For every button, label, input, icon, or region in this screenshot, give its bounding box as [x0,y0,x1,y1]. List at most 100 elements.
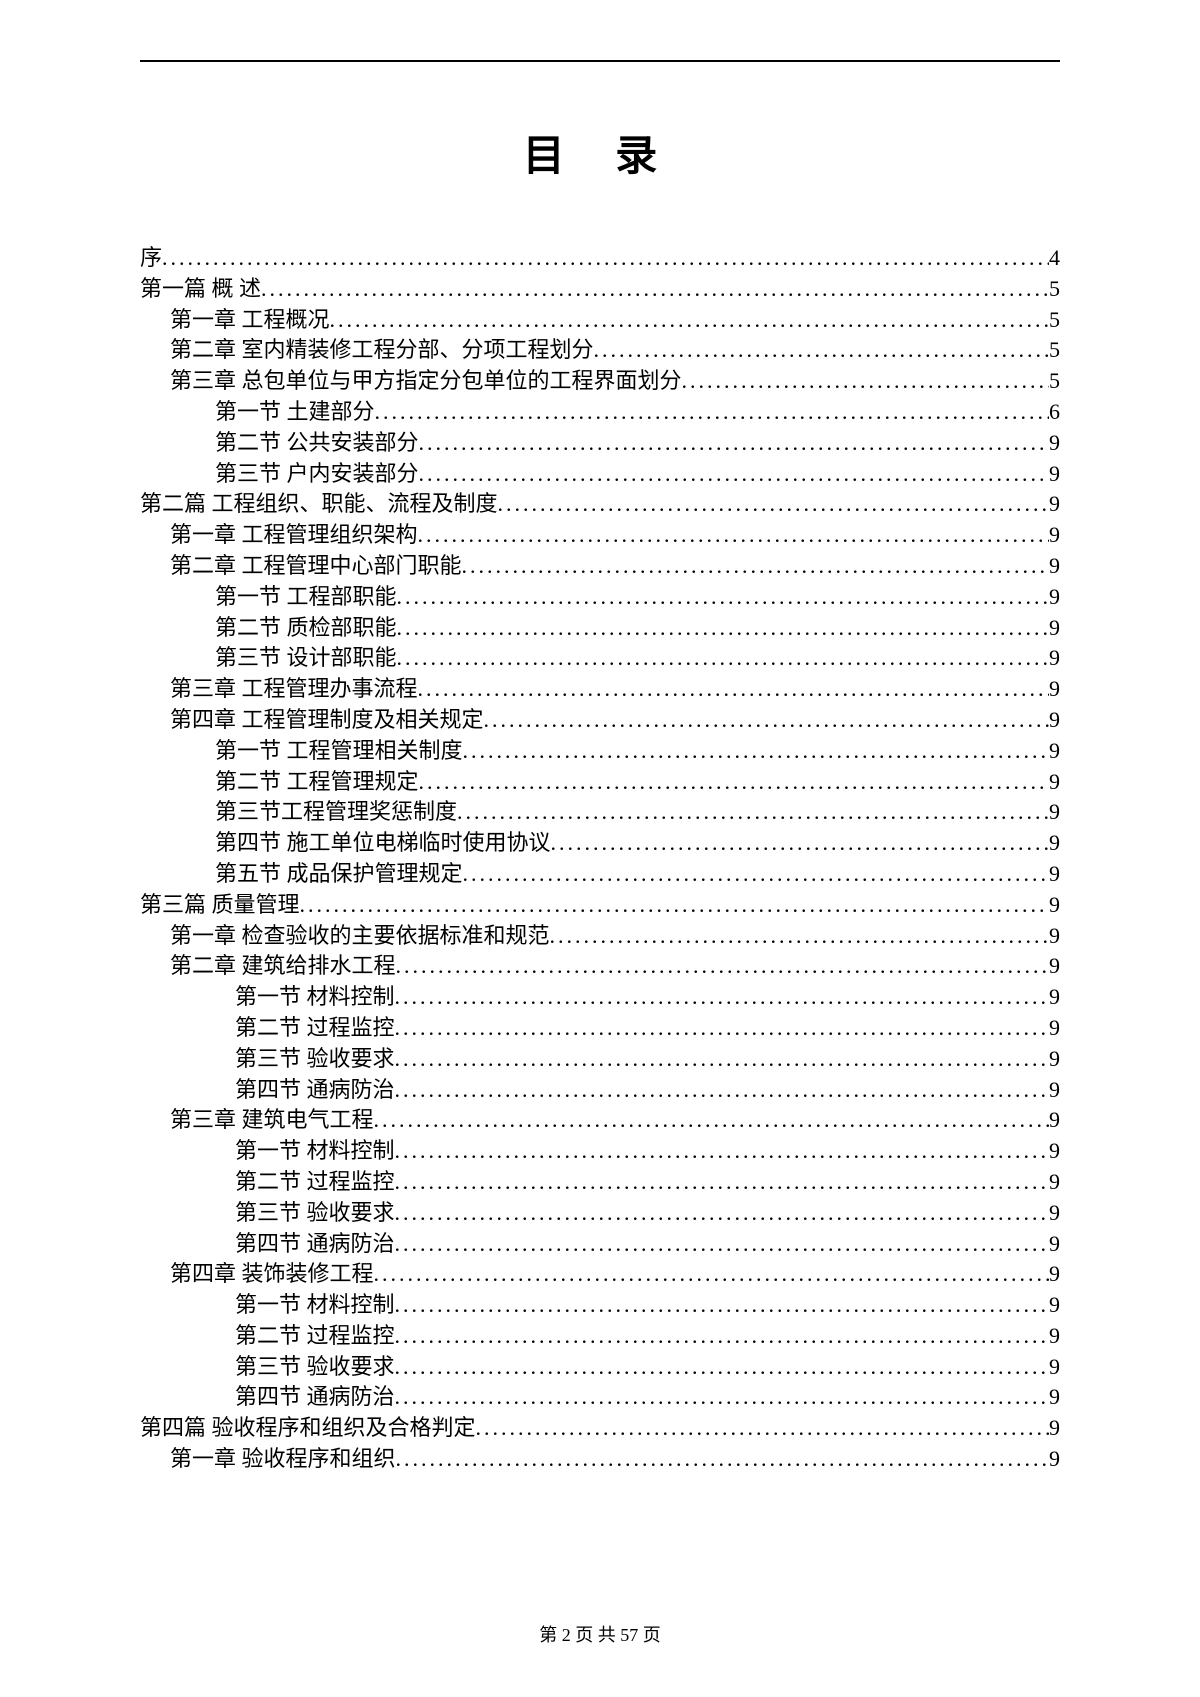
toc-entry[interactable]: 第二节 过程监控 9 [140,1321,1060,1352]
toc-entry-dots [396,951,1049,982]
toc-entry-page: 9 [1049,1352,1060,1383]
toc-entry-dots [395,1229,1049,1260]
toc-entry[interactable]: 第一节 土建部分6 [140,397,1060,428]
toc-entry-label: 第二节 工程管理规定 [215,767,419,798]
toc-entry-dots [395,1136,1049,1167]
toc-entry-label: 第一节 工程管理相关制度 [215,736,463,767]
toc-entry-dots [261,274,1049,305]
toc-entry[interactable]: 第三节 设计部职能9 [140,643,1060,674]
toc-entry[interactable]: 第三节 验收要求 9 [140,1352,1060,1383]
toc-entry-dots [498,489,1049,520]
toc-entry-dots [395,1321,1049,1352]
toc-entry-page: 9 [1049,1105,1060,1136]
toc-entry[interactable]: 第二节 质检部职能9 [140,613,1060,644]
toc-entry-label: 第四章 工程管理制度及相关规定 [170,705,484,736]
toc-entry-label: 第三节 验收要求 [235,1352,395,1383]
toc-entry-page: 9 [1049,1259,1060,1290]
toc-entry-dots [457,797,1049,828]
toc-entry[interactable]: 第三章 总包单位与甲方指定分包单位的工程界面划分5 [140,366,1060,397]
toc-entry[interactable]: 第一章 检查验收的主要依据标准和规范9 [140,921,1060,952]
toc-entry-page: 9 [1049,582,1060,613]
toc-entry-page: 9 [1049,613,1060,644]
toc-entry-dots [419,428,1049,459]
toc-entry[interactable]: 第一节 工程部职能9 [140,582,1060,613]
toc-entry-page: 6 [1049,397,1060,428]
toc-entry-label: 第五节 成品保护管理规定 [215,859,463,890]
toc-entry-dots [330,305,1049,336]
toc-entry[interactable]: 第四节 施工单位电梯临时使用协议9 [140,828,1060,859]
toc-entry[interactable]: 第一节 材料控制9 [140,1290,1060,1321]
toc-entry-page: 9 [1049,736,1060,767]
toc-entry-page: 9 [1049,520,1060,551]
toc-entry[interactable]: 第三篇 质量管理9 [140,890,1060,921]
toc-entry-dots [395,1352,1049,1383]
toc-entry-dots [551,828,1049,859]
toc-entry[interactable]: 第二章 工程管理中心部门职能9 [140,551,1060,582]
toc-entry-page: 9 [1049,828,1060,859]
toc-entry-dots [397,643,1049,674]
toc-entry-page: 9 [1049,1229,1060,1260]
toc-entry[interactable]: 第三节 户内安装部分9 [140,459,1060,490]
toc-entry-page: 9 [1049,1321,1060,1352]
toc-entry-page: 9 [1049,551,1060,582]
toc-entry[interactable]: 第二节 工程管理规定 9 [140,767,1060,798]
toc-entry-page: 9 [1049,705,1060,736]
toc-entry-label: 第三章 工程管理办事流程 [170,674,418,705]
toc-entry[interactable]: 第四章 工程管理制度及相关规定 9 [140,705,1060,736]
page-container: 目 录 序4第一篇 概 述5第一章 工程概况5第二章 室内精装修工程分部、分项工… [0,0,1200,1697]
toc-entry[interactable]: 第三章 建筑电气工程 9 [140,1105,1060,1136]
toc-entry[interactable]: 第一节 材料控制9 [140,1136,1060,1167]
toc-entry-label: 第二节 过程监控 [235,1321,395,1352]
toc-entry[interactable]: 第四章 装饰装修工程 9 [140,1259,1060,1290]
toc-entry-page: 9 [1049,1044,1060,1075]
toc-entry-page: 9 [1049,674,1060,705]
toc-entry[interactable]: 序4 [140,243,1060,274]
toc-entry-label: 第四章 装饰装修工程 [170,1259,374,1290]
toc-entry-dots [395,1382,1049,1413]
toc-entry-label: 第二节 公共安装部分 [215,428,419,459]
toc-entry-dots [419,459,1049,490]
toc-entry[interactable]: 第四节 通病防治9 [140,1229,1060,1260]
toc-entry[interactable]: 第三章 工程管理办事流程 9 [140,674,1060,705]
toc-entry[interactable]: 第四篇 验收程序和组织及合格判定9 [140,1413,1060,1444]
toc-entry-dots [395,1167,1049,1198]
toc-entry-dots [418,520,1049,551]
toc-entry-dots [374,1105,1049,1136]
toc-entry-dots [395,1198,1049,1229]
toc-entry-dots [550,921,1049,952]
toc-entry[interactable]: 第二章 室内精装修工程分部、分项工程划分5 [140,335,1060,366]
toc-entry[interactable]: 第一章 工程概况5 [140,305,1060,336]
toc-entry-dots [682,366,1049,397]
toc-entry-page: 4 [1049,243,1060,274]
toc-entry[interactable]: 第四节 通病防治 9 [140,1382,1060,1413]
toc-entry-dots [300,890,1049,921]
toc-entry-page: 9 [1049,1075,1060,1106]
toc-entry-page: 9 [1049,1013,1060,1044]
toc-entry[interactable]: 第三节 验收要求9 [140,1198,1060,1229]
toc-entry[interactable]: 第二节 公共安装部分9 [140,428,1060,459]
toc-entry[interactable]: 第一章 工程管理组织架构9 [140,520,1060,551]
toc-entry-page: 9 [1049,1136,1060,1167]
toc-entry[interactable]: 第二章 建筑给排水工程9 [140,951,1060,982]
toc-entry[interactable]: 第三节 验收要求9 [140,1044,1060,1075]
toc-entry[interactable]: 第二节 过程监控9 [140,1013,1060,1044]
toc-entry[interactable]: 第一篇 概 述5 [140,274,1060,305]
toc-entry[interactable]: 第一节 工程管理相关制度 9 [140,736,1060,767]
toc-entry[interactable]: 第四节 通病防治9 [140,1075,1060,1106]
toc-entry-page: 9 [1049,1382,1060,1413]
toc-entry-page: 9 [1049,643,1060,674]
toc-entry-page: 9 [1049,459,1060,490]
toc-entry[interactable]: 第一章 验收程序和组织9 [140,1444,1060,1475]
toc-entry-page: 9 [1049,1444,1060,1475]
toc-entry-page: 9 [1049,767,1060,798]
toc-entry-label: 第三节工程管理奖惩制度 [215,797,457,828]
toc-entry[interactable]: 第一节 材料控制9 [140,982,1060,1013]
toc-entry-label: 第四节 通病防治 [235,1382,395,1413]
toc-entry[interactable]: 第二篇 工程组织、职能、流程及制度9 [140,489,1060,520]
toc-entry[interactable]: 第三节工程管理奖惩制度9 [140,797,1060,828]
toc-entry[interactable]: 第二节 过程监控9 [140,1167,1060,1198]
toc-entry-dots [419,767,1049,798]
toc-entry-page: 5 [1049,305,1060,336]
toc-entry-label: 第三章 建筑电气工程 [170,1105,374,1136]
toc-entry[interactable]: 第五节 成品保护管理规定9 [140,859,1060,890]
